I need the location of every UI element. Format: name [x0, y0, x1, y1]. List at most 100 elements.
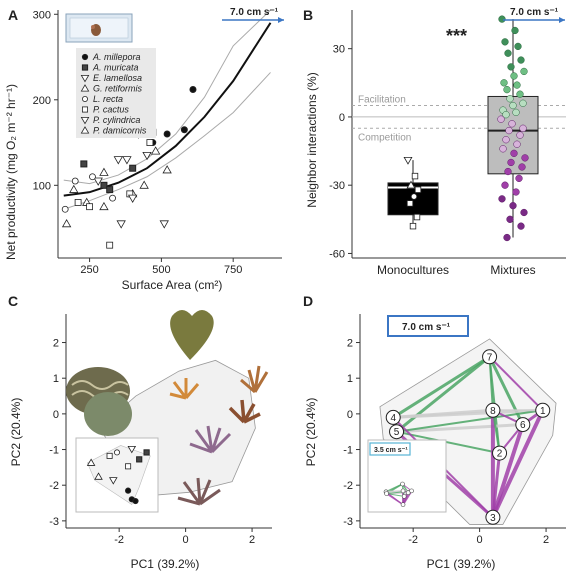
panel-b: -60 -30 0 30 Facilitation Competition Monocult…: [305, 7, 566, 277]
data-point: [99, 167, 109, 176]
inset-edge: [385, 490, 404, 493]
panel-b-letter: B: [303, 7, 313, 23]
network-node: [482, 349, 498, 365]
data-point: [93, 177, 103, 186]
data-point-mixture: [512, 188, 520, 196]
network-edge: [391, 355, 492, 419]
legend-label: P. damicornis: [93, 126, 147, 136]
x-axis-label-a: Surface Area (cm²): [122, 278, 223, 292]
network-node: [535, 402, 551, 418]
legend-marker: [80, 84, 90, 92]
flume-illustration: [65, 13, 133, 43]
data-point-mixture: [498, 195, 506, 203]
panel-c-y-tick-label: -1: [49, 445, 59, 457]
inset-node: [400, 481, 405, 487]
reference-label: Facilitation: [358, 95, 406, 106]
panel-a-x-tick-label: 750: [224, 264, 242, 276]
data-point: [146, 139, 154, 146]
data-point: [403, 156, 413, 165]
network-edge: [395, 423, 525, 434]
panel-a: 250 500 750 100 200 300 7.0 cm s⁻¹ A. millepo…: [4, 7, 284, 292]
flow-label-d: 7.0 cm s⁻¹: [402, 322, 451, 333]
panel-c-x-tick-label: 2: [249, 534, 255, 546]
data-point-mixture: [520, 67, 528, 76]
x-axis-label-c: PC1 (39.2%): [131, 557, 200, 571]
data-point-mixture: [513, 81, 521, 89]
network-node: [485, 402, 501, 418]
inset-point: [143, 449, 150, 456]
branching-coral-icon-1: [240, 365, 269, 394]
network-edge: [391, 408, 495, 419]
data-point: [406, 200, 414, 207]
data-point-mixture: [506, 215, 514, 223]
x-axis-label-d: PC1 (39.2%): [427, 557, 496, 571]
data-point-mixture: [503, 233, 511, 242]
data-point-mixture: [498, 15, 506, 23]
panel-d-x-tick-label: 0: [477, 534, 483, 546]
inset-c: [75, 437, 159, 513]
legend-label: P. cactus: [93, 105, 129, 115]
data-point-mixture: [502, 136, 510, 144]
data-point: [100, 181, 108, 189]
data-point: [127, 194, 138, 203]
legend-marker: [82, 96, 89, 103]
flow-label-a: 7.0 cm s⁻¹: [230, 7, 279, 18]
heart-coral-icon: [170, 310, 214, 360]
panel-b-plot: -60 -30 0 30 Facilitation Competition Monocult…: [329, 10, 566, 277]
network-node: [515, 417, 531, 433]
panel-d-y-tick-label: 1: [347, 373, 353, 385]
data-point: [106, 186, 114, 194]
y-axis-label-d: PC2 (20.4%): [304, 398, 318, 467]
network-edge: [491, 451, 502, 519]
coral-images: [66, 310, 269, 506]
network-edge: [488, 355, 544, 412]
data-point: [129, 164, 137, 172]
confidence-band-lower: [63, 72, 271, 210]
panel-a-letter: A: [8, 7, 18, 23]
network-node: [492, 445, 508, 461]
panel-c-y-tick-label: 1: [53, 373, 59, 385]
category-label: Mixtures: [490, 263, 535, 277]
y-axis-label-b: Neighbor interactions (%): [305, 72, 319, 207]
panel-a-x-tick-label: 500: [152, 264, 170, 276]
inset-hull: [87, 445, 151, 505]
inset-node: [401, 494, 407, 499]
data-point: [99, 201, 109, 211]
data-point: [406, 180, 416, 189]
inset-node: [405, 490, 411, 496]
panel-c-y-tick-label: 2: [53, 338, 59, 350]
flow-arrow-a: 7.0 cm s⁻¹: [222, 7, 284, 23]
category-label: Monocultures: [377, 263, 449, 277]
data-point-mixture: [519, 124, 527, 132]
data-point: [69, 184, 79, 193]
data-point: [163, 130, 171, 138]
panel-a-x-tick-label: 250: [80, 264, 98, 276]
panel-d-y-tick-label: -1: [343, 445, 353, 457]
data-point: [413, 213, 421, 221]
flow-label-b: 7.0 cm s⁻¹: [510, 7, 559, 18]
network-node: [485, 509, 501, 525]
data-point-mixture: [501, 38, 509, 46]
inset-d: 3.5 cm s⁻¹: [367, 439, 447, 513]
legend-label: A. muricata: [92, 63, 139, 73]
network-edge: [490, 408, 545, 520]
inset-point: [94, 472, 103, 480]
mound-coral-icon: [84, 392, 132, 436]
data-point-mixture: [517, 222, 525, 230]
network-edge: [395, 430, 501, 455]
panel-d-y-tick-label: 0: [347, 409, 353, 421]
legend-label: A. millepora: [92, 52, 141, 62]
inset-flow-box: [369, 442, 411, 456]
pink-coral-icon: [177, 477, 221, 506]
data-point-mixture: [501, 181, 509, 189]
data-point-mixture: [505, 126, 513, 135]
data-point: [150, 146, 161, 155]
panel-b-y-tick-label: -30: [329, 180, 345, 192]
inset-point: [136, 456, 143, 463]
inset-point: [86, 458, 96, 466]
data-point: [410, 193, 418, 200]
inset-point: [125, 463, 132, 470]
data-point: [109, 194, 116, 202]
data-point: [116, 220, 126, 229]
network-node-label: 1: [540, 406, 546, 417]
